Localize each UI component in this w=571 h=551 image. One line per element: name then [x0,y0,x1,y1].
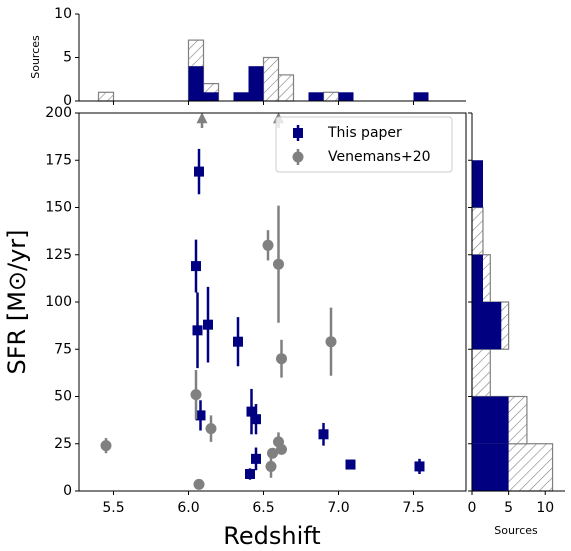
y-tick-label: 200 [45,105,72,121]
histogram-bar [413,92,429,101]
data-point [205,423,217,435]
histogram-bar [248,66,264,101]
y-tick-label: 175 [45,152,72,168]
data-point [273,258,284,270]
data-point [267,447,278,459]
data-point [100,440,112,452]
data-point [276,353,287,365]
histogram-bar [322,91,340,102]
histogram-bar [472,254,483,302]
data-point [193,478,205,490]
histogram-bar [472,160,483,208]
data-point [262,239,274,251]
data-point [191,261,201,272]
data-point [190,389,202,401]
histogram-bar [277,74,295,102]
data-point [276,443,287,455]
histogram-bar [472,443,509,491]
x-tick-label: 5.5 [102,500,124,516]
data-point [233,336,243,347]
x-tick-label: 0 [468,500,477,516]
x-tick-label: 10 [536,500,554,516]
y-tick-label: 0 [63,93,72,109]
data-point [251,414,261,425]
data-point [192,325,203,336]
y-tick-label: 5 [63,50,72,66]
legend-marker [293,128,303,138]
legend-marker [292,151,304,163]
x-tick-label: 7.5 [402,500,424,516]
histogram-bar [203,92,219,101]
data-point [318,429,329,440]
histogram-bar [188,66,204,101]
y-axis-label: Sources [29,35,42,79]
axes-frame [78,112,467,492]
y-tick-label: 150 [45,200,72,216]
histogram-bar [338,92,354,101]
data-point [194,166,204,177]
data-point [203,319,213,330]
x-axis-label: Redshift [223,522,320,550]
y-tick-label: 0 [63,483,72,499]
histogram-bar [262,56,280,102]
data-point [265,460,277,472]
data-point [414,461,425,472]
histogram-bar [308,92,324,101]
legend-box [275,116,453,173]
x-axis-label: Sources [494,524,538,537]
y-tick-label: 125 [45,247,72,263]
y-axis-label: SFR [M⊙/yr] [3,229,31,374]
y-tick-label: 10 [54,6,72,22]
data-point [245,468,255,479]
histogram-bar [233,92,249,101]
histogram-bar [472,302,502,350]
data-point [345,459,356,470]
y-tick-label: 25 [54,436,72,452]
histogram-bar [471,348,491,398]
histogram-bar [471,206,484,256]
legend-label: This paper [327,125,402,141]
data-point [246,406,257,417]
data-point [195,410,206,421]
y-tick-label: 75 [54,341,72,357]
histogram-bar [97,91,115,102]
x-tick-label: 6.5 [252,500,274,516]
x-tick-label: 7.0 [327,500,349,516]
histogram-bar [472,396,509,444]
upper-limit-arrow [196,112,208,128]
x-tick-label: 6.0 [177,500,199,516]
y-tick-label: 50 [54,389,72,405]
y-tick-label: 100 [45,294,72,310]
data-point [251,453,261,464]
legend-label: Venemans+20 [328,149,431,165]
x-tick-label: 5 [504,500,513,516]
data-point [325,336,337,348]
